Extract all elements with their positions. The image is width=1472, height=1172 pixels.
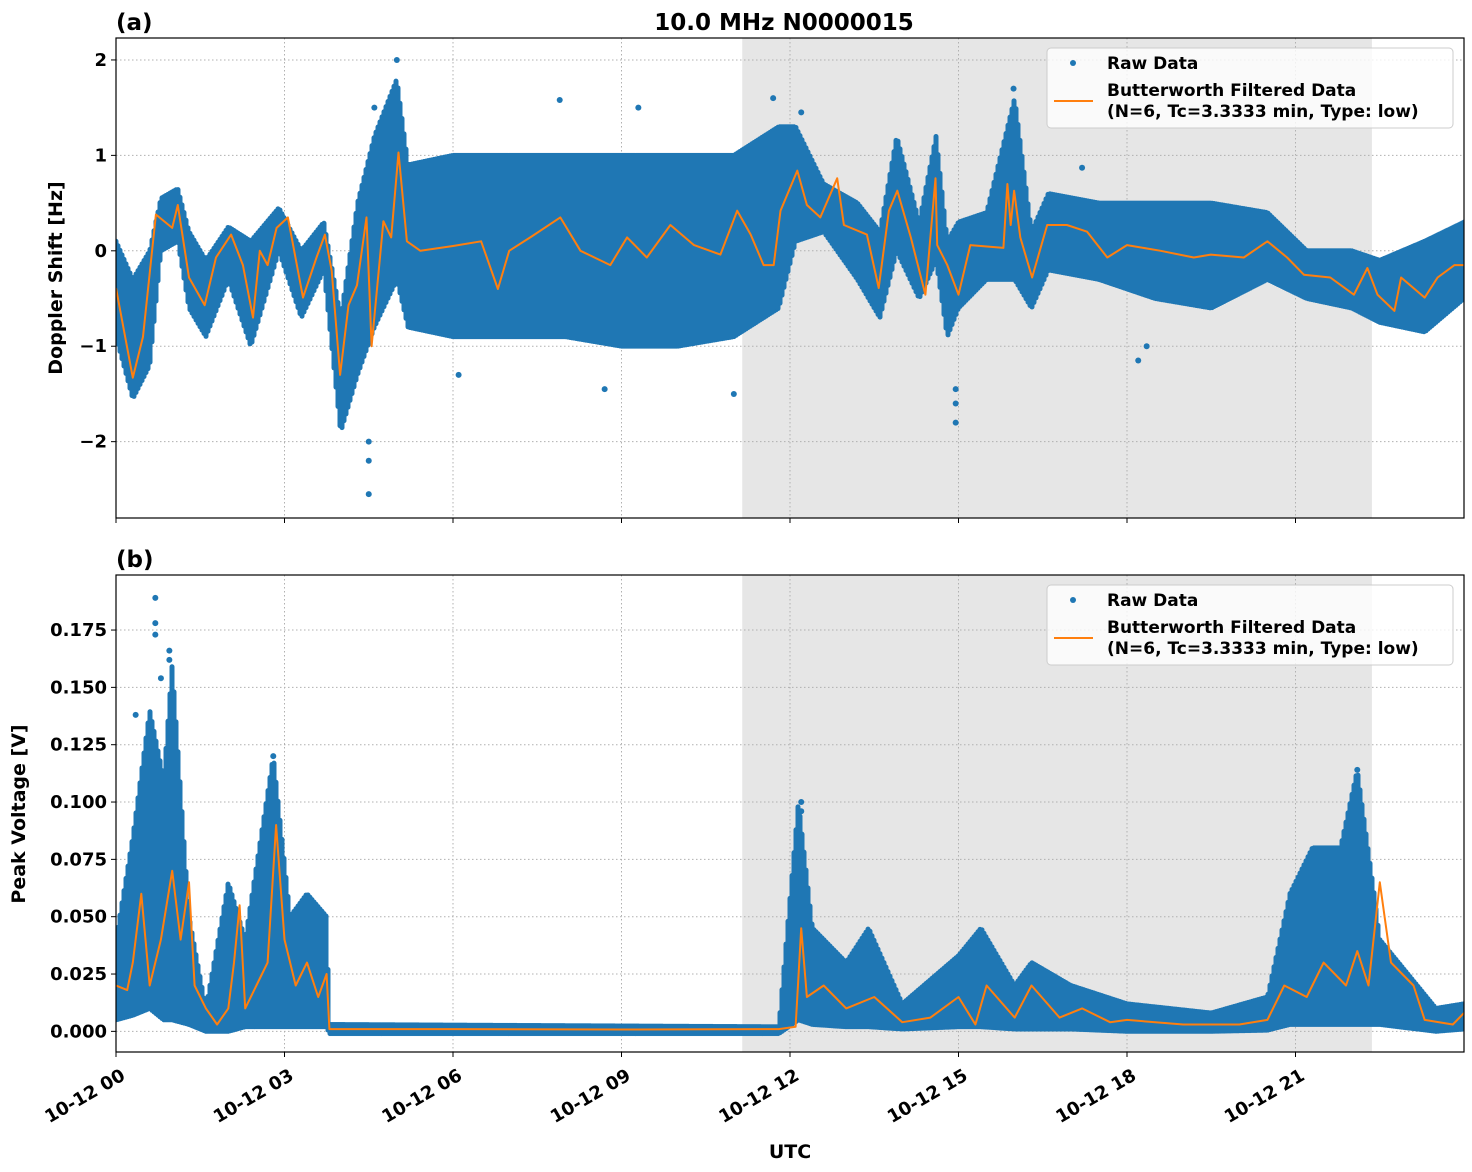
legend-box — [1046, 584, 1454, 666]
raw-data-point — [1354, 766, 1361, 773]
x-tick-label: 10-12 00 — [41, 1065, 128, 1128]
raw-data-point — [166, 656, 173, 663]
raw-data-point — [371, 104, 378, 111]
legend-box — [1046, 47, 1454, 129]
y-tick-label: 0.100 — [50, 792, 107, 813]
raw-data-point — [365, 491, 372, 498]
x-tick-label: 10-12 18 — [1052, 1065, 1139, 1128]
legend-raw-marker — [1070, 60, 1076, 66]
raw-data-point — [270, 753, 277, 760]
raw-data-point — [635, 104, 642, 111]
raw-data-point — [798, 109, 805, 116]
x-tick-label: 10-12 12 — [715, 1065, 802, 1128]
legend-filtered-label: Butterworth Filtered Data — [1107, 81, 1356, 101]
legend-raw-label: Raw Data — [1107, 591, 1198, 611]
y-tick-label: −1 — [79, 336, 107, 357]
raw-data-point — [365, 457, 372, 464]
panel-b: 0.000 0.025 0.050 0.075 0.100 0.125 0.150 0.175… — [41, 574, 1465, 1128]
filtered-data-line — [116, 151, 1464, 379]
plot-area — [116, 594, 1464, 1037]
legend-filtered-label: Butterworth Filtered Data — [1107, 618, 1356, 638]
raw-data-point — [1135, 357, 1142, 364]
raw-data-point — [1079, 164, 1086, 171]
raw-data-point — [730, 390, 737, 397]
panel-label-b: (b) — [116, 547, 154, 573]
raw-data-point — [952, 400, 959, 407]
figure-title: 10.0 MHz N0000015 — [654, 10, 914, 36]
y-tick-label: 2 — [94, 50, 107, 71]
raw-data-point — [798, 799, 805, 806]
raw-data-point — [152, 594, 159, 601]
plot-area — [116, 56, 1464, 498]
raw-data-point — [1143, 343, 1150, 350]
raw-data-point — [556, 97, 563, 104]
y-tick-label: 0.025 — [50, 964, 107, 985]
y-tick-label: −2 — [79, 432, 107, 453]
y-tick-label: 0 — [94, 241, 107, 262]
raw-data-point — [798, 808, 805, 815]
legend: Raw Data Butterworth Filtered Data(N=6, T… — [1046, 47, 1454, 129]
legend-raw-label: Raw Data — [1107, 54, 1198, 74]
raw-data-point — [1010, 85, 1017, 92]
y-tick-label: 0.050 — [50, 907, 107, 928]
y-axis-label-b: Peak Voltage [V] — [8, 724, 30, 903]
legend-filtered-params: (N=6, Tc=3.3333 min, Type: low) — [1107, 639, 1419, 659]
y-tick-label: 0.150 — [50, 677, 107, 698]
raw-data-point — [455, 371, 462, 378]
y-tick-label: 0.125 — [50, 735, 107, 756]
y-tick-label: 0.075 — [50, 849, 107, 870]
x-tick-label: 10-12 21 — [1221, 1065, 1308, 1128]
x-tick-label: 10-12 03 — [210, 1065, 297, 1128]
raw-data-point — [132, 711, 139, 718]
filtered-data-line — [116, 824, 1464, 1031]
raw-data-point — [770, 95, 777, 102]
legend-filtered-params: (N=6, Tc=3.3333 min, Type: low) — [1107, 102, 1419, 122]
legend: Raw Data Butterworth Filtered Data(N=6, T… — [1046, 584, 1454, 666]
y-tick-label: 0.000 — [50, 1021, 107, 1042]
raw-data-point — [601, 386, 608, 393]
raw-data-point — [157, 675, 164, 682]
raw-data-point — [166, 647, 173, 654]
y-axis-label-a: Doppler Shift [Hz] — [45, 181, 67, 374]
legend-raw-marker — [1070, 597, 1076, 603]
raw-data-point — [365, 438, 372, 445]
y-tick-label: 1 — [94, 145, 107, 166]
x-tick-label: 10-12 06 — [378, 1065, 465, 1128]
x-axis-label: UTC — [769, 1141, 811, 1163]
x-tick-label: 10-12 09 — [547, 1065, 634, 1128]
raw-data-point — [152, 631, 159, 638]
raw-data-point — [152, 620, 159, 627]
y-tick-label: 0.175 — [50, 620, 107, 641]
x-tick-label: 10-12 15 — [884, 1065, 971, 1128]
raw-data-point — [952, 419, 959, 426]
raw-data-point — [393, 56, 400, 63]
panel-label-a: (a) — [116, 10, 153, 36]
panel-a: 2 1 0 −1 −2 Raw Data Butterworth Filtered Data… — [79, 37, 1465, 523]
raw-data-point — [952, 386, 959, 393]
